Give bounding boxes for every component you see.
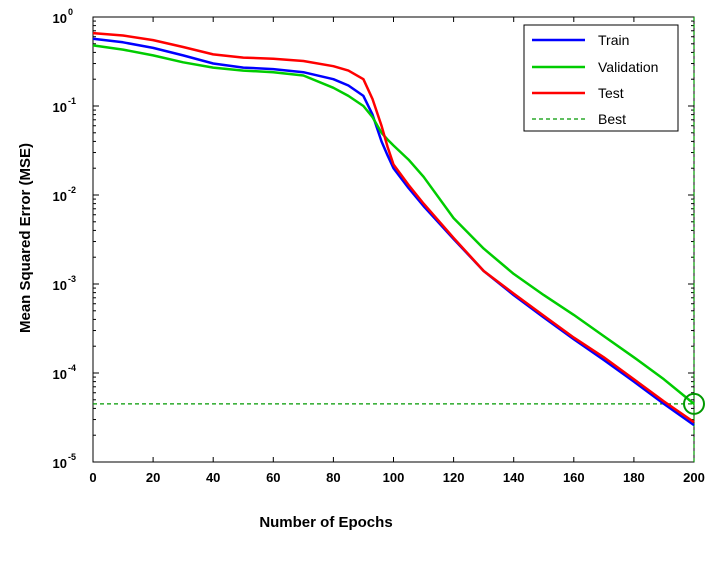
legend-label-train: Train: [598, 32, 629, 48]
legend-label-validation: Validation: [598, 59, 658, 75]
x-tick-label: 140: [503, 470, 525, 485]
best-marker-group: [93, 17, 695, 462]
x-tick-label: 200: [683, 470, 705, 485]
x-axis-label: Number of Epochs: [259, 514, 392, 531]
x-tick-label: 160: [563, 470, 585, 485]
x-tick-label: 0: [89, 470, 96, 485]
y-tick-label-exp: -1: [68, 96, 76, 106]
y-tick-label-exp: -3: [68, 274, 76, 284]
x-tick-label: 100: [383, 470, 405, 485]
legend-box: [523, 24, 679, 132]
y-tick-label-base: 10: [53, 456, 67, 471]
y-tick-label-exp: -5: [68, 452, 76, 462]
legend-label-test: Test: [598, 85, 624, 101]
x-tick-label: 120: [443, 470, 465, 485]
series-lines: [92, 31, 705, 427]
y-tick-label-base: 10: [53, 367, 67, 382]
x-tick-label: 60: [266, 470, 280, 485]
y-tick-label-exp: 0: [68, 7, 73, 17]
y-axis-label: Mean Squared Error (MSE): [17, 143, 34, 333]
x-tick-label: 80: [326, 470, 340, 485]
y-tick-label-exp: -4: [68, 363, 76, 373]
y-tick-label-base: 10: [53, 11, 67, 26]
x-axis-ticks: 0 20 40 60 80 100 120 140 160 180 200: [89, 17, 705, 485]
x-tick-label: 20: [146, 470, 160, 485]
y-tick-label-base: 10: [53, 278, 67, 293]
y-tick-label-base: 10: [53, 189, 67, 204]
x-tick-label: 180: [623, 470, 645, 485]
best-point-circle: [683, 392, 705, 415]
legend: Train Validation Test Best: [523, 24, 679, 132]
y-tick-label-exp: -2: [68, 185, 76, 195]
series-line-test: [92, 31, 695, 424]
y-tick-label-base: 10: [53, 100, 67, 115]
legend-label-best: Best: [598, 111, 626, 127]
series-line-train: [92, 37, 695, 427]
x-tick-label: 40: [206, 470, 220, 485]
